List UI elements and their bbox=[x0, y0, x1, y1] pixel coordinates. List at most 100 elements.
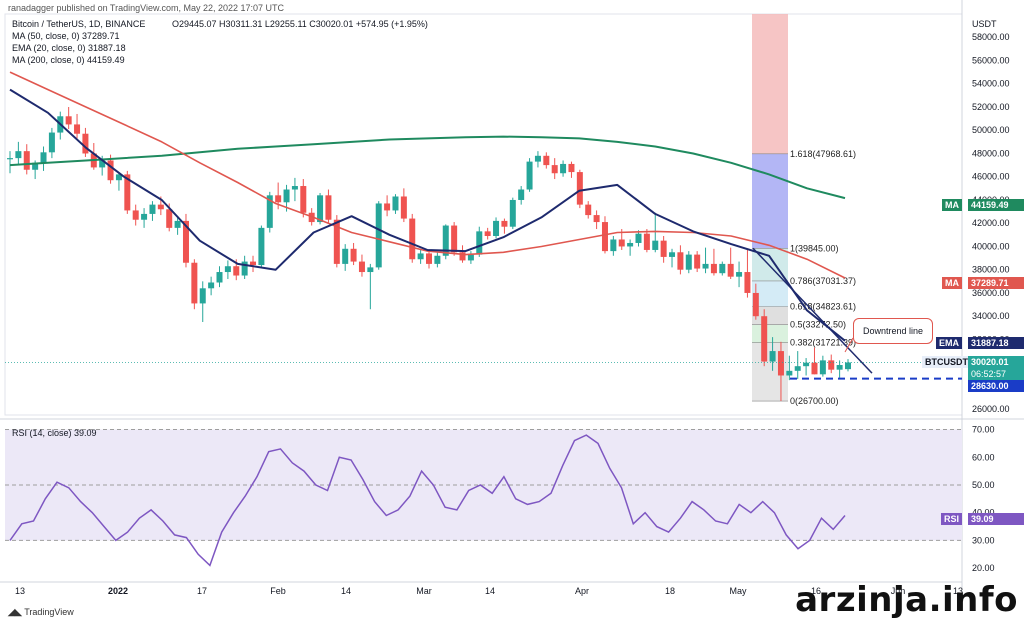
fib-zone-1618 bbox=[752, 153, 788, 249]
candle-body bbox=[32, 162, 39, 170]
price-tick-label: 36000.00 bbox=[972, 288, 1010, 298]
candle-body bbox=[451, 225, 458, 253]
fib-level-label: 0.382(31721.39) bbox=[790, 338, 856, 348]
candle-body bbox=[484, 231, 491, 237]
price-tag-value: 30020.01 bbox=[968, 356, 1024, 368]
candle-body bbox=[685, 254, 692, 270]
candle-body bbox=[560, 163, 567, 174]
candle-body bbox=[82, 133, 89, 154]
time-tick-label: Feb bbox=[270, 586, 286, 596]
candle-body bbox=[719, 263, 726, 274]
fib-level-label: 0.5(33272.50) bbox=[790, 320, 846, 330]
candle-body bbox=[40, 152, 47, 163]
candle-body bbox=[652, 240, 659, 250]
candle-body bbox=[467, 254, 474, 261]
price-pane-frame bbox=[4, 13, 963, 416]
candle-body bbox=[392, 196, 399, 211]
candle-body bbox=[509, 199, 516, 227]
candle-body bbox=[434, 255, 441, 264]
legend-ema20: EMA (20, close, 0) 31887.18 bbox=[12, 43, 126, 53]
candle-body bbox=[442, 225, 449, 256]
downtrend-line bbox=[752, 247, 873, 374]
legend-ma200: MA (200, close, 0) 44159.49 bbox=[12, 55, 125, 65]
price-tick-label: 34000.00 bbox=[972, 311, 1010, 321]
support-tag-value: 28630.00 bbox=[968, 380, 1024, 392]
candle-body bbox=[643, 233, 650, 250]
candle-body bbox=[769, 351, 776, 362]
price-tick-label: 42000.00 bbox=[972, 218, 1010, 228]
ma50-tag-label: MA bbox=[942, 277, 962, 289]
candle-body bbox=[702, 263, 709, 269]
ma200-tag-label: MA bbox=[942, 199, 962, 211]
candle-body bbox=[157, 204, 164, 210]
ma50-tag-value: 37289.71 bbox=[968, 277, 1024, 289]
candle-body bbox=[409, 218, 416, 260]
candle-body bbox=[258, 227, 265, 266]
fib-zone bbox=[752, 324, 788, 343]
currency-label: USDT bbox=[972, 19, 997, 29]
candle-body bbox=[585, 204, 592, 216]
candle-body bbox=[325, 195, 332, 220]
watermark: arzinja.info bbox=[795, 580, 1018, 620]
symbol-title: Bitcoin / TetherUS, 1D, BINANCE bbox=[12, 19, 146, 29]
candle-body bbox=[526, 161, 533, 190]
candle-body bbox=[182, 220, 189, 263]
candle-body bbox=[132, 210, 139, 220]
price-tick-label: 26000.00 bbox=[972, 404, 1010, 414]
time-tick-label: Jun bbox=[891, 586, 906, 596]
fib-level-label: 0(26700.00) bbox=[790, 396, 839, 406]
candle-body bbox=[65, 116, 72, 125]
candle-body bbox=[283, 189, 290, 203]
candle-body bbox=[660, 240, 667, 257]
candle-body bbox=[417, 253, 424, 260]
candle-body bbox=[610, 239, 617, 252]
candle-body bbox=[208, 282, 215, 289]
time-tick-label: Apr bbox=[575, 586, 589, 596]
candle-body bbox=[777, 351, 784, 376]
price-tick-label: 38000.00 bbox=[972, 265, 1010, 275]
time-tick-label: 14 bbox=[341, 586, 351, 596]
published-line: ranadagger published on TradingView.com,… bbox=[8, 3, 285, 13]
fib-level-label: 0.786(37031.37) bbox=[790, 276, 856, 286]
tv-logo-text: TradingView bbox=[24, 607, 74, 617]
candle-body bbox=[551, 165, 558, 174]
rsi-tick-label: 70.00 bbox=[972, 425, 995, 435]
price-tick-label: 58000.00 bbox=[972, 32, 1010, 42]
candle-body bbox=[669, 252, 676, 257]
downtrend-callout: Downtrend line bbox=[853, 318, 933, 344]
candle-body bbox=[828, 360, 835, 370]
candle-body bbox=[534, 155, 541, 162]
candle-body bbox=[811, 362, 818, 375]
candle-body bbox=[115, 174, 122, 181]
candle-body bbox=[736, 272, 743, 277]
candle-body bbox=[635, 233, 642, 243]
candle-body bbox=[384, 203, 391, 211]
rsi-tag-value: 39.09 bbox=[968, 513, 1024, 525]
fib-level-label: 1(39845.00) bbox=[790, 243, 839, 253]
ema-tag-value: 31887.18 bbox=[968, 337, 1024, 349]
price-tick-label: 40000.00 bbox=[972, 241, 1010, 251]
candle-body bbox=[99, 160, 106, 168]
ema20-line bbox=[9, 88, 846, 342]
candle-body bbox=[694, 254, 701, 269]
time-tick-label: 16 bbox=[811, 586, 821, 596]
candle-body bbox=[752, 292, 759, 317]
candle-body bbox=[149, 204, 156, 214]
candle-body bbox=[317, 195, 324, 223]
candle-body bbox=[216, 272, 223, 283]
candle-body bbox=[459, 252, 466, 261]
candle-body bbox=[375, 203, 382, 268]
candle-body bbox=[803, 362, 810, 367]
candle-body bbox=[576, 172, 583, 205]
rsi-line bbox=[9, 434, 846, 567]
time-tick-label: 14 bbox=[485, 586, 495, 596]
candle-body bbox=[627, 242, 634, 247]
countdown-tag: 06:52:57 bbox=[968, 368, 1024, 380]
ma200-line bbox=[9, 135, 846, 200]
candle-body bbox=[727, 263, 734, 277]
fib-zone-top bbox=[752, 14, 788, 154]
price-tick-label: 52000.00 bbox=[972, 102, 1010, 112]
rsi-tick-label: 50.00 bbox=[972, 480, 995, 490]
candle-body bbox=[476, 231, 483, 255]
ohlc-readout: O29445.07 H30311.31 L29255.11 C30020.01 … bbox=[172, 19, 428, 29]
